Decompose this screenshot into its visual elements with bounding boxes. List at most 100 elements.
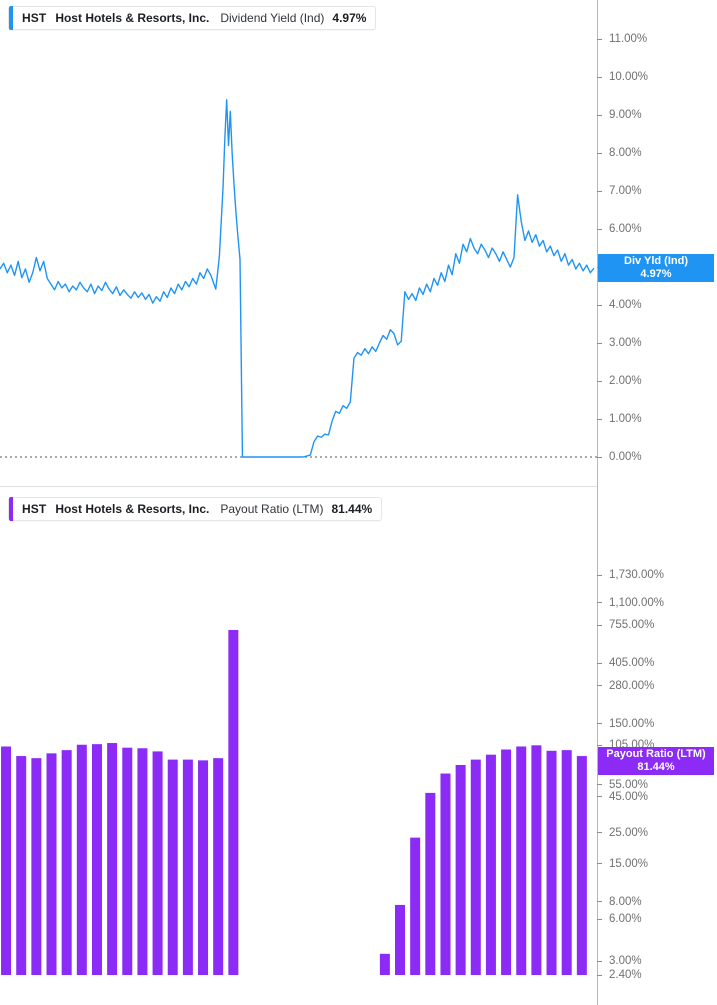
payout-ratio-bar[interactable] [16, 756, 27, 975]
axis-tick: 45.00% [597, 790, 648, 804]
tick-mark [597, 960, 602, 962]
payout-ratio-bar[interactable] [31, 758, 42, 975]
axis-tick: 3.00% [597, 954, 642, 968]
tick-mark [597, 784, 602, 786]
payout-ratio-value-badge: Payout Ratio (LTM) 81.44% [598, 746, 714, 775]
tick-label: 3.00% [609, 337, 642, 350]
payout-ratio-bar[interactable] [485, 754, 496, 975]
tick-label: 3.00% [609, 955, 642, 968]
axis-tick: 25.00% [597, 826, 648, 840]
tick-mark [597, 304, 602, 306]
payout-ratio-bar[interactable] [576, 756, 587, 975]
tick-label: 1.00% [609, 413, 642, 425]
payout-ratio-bar[interactable] [516, 746, 527, 975]
tick-label: 280.00% [609, 679, 655, 692]
payout-ratio-bar[interactable] [167, 759, 178, 975]
axis-tick: 1.00% [597, 412, 642, 426]
tick-mark [597, 380, 602, 382]
tick-mark [597, 796, 602, 798]
badge-value: 81.44% [637, 760, 675, 773]
legend-metric-value: 81.44% [331, 502, 373, 516]
axis-tick: 2.40% [597, 968, 642, 982]
tick-label: 405.00% [609, 657, 655, 670]
payout-ratio-bar[interactable] [213, 758, 224, 975]
axis-tick: 8.00% [597, 895, 642, 909]
payout-ratio-bar[interactable] [152, 751, 163, 975]
badge-value: 4.97% [640, 268, 672, 281]
payout-ratio-legend-chip[interactable]: HST Host Hotels & Resorts, Inc. Payout R… [8, 497, 383, 521]
tick-label: 755.00% [609, 619, 655, 632]
dividend-yield-plot [0, 0, 597, 487]
payout-ratio-bar[interactable] [561, 750, 572, 975]
payout-ratio-bar[interactable] [395, 904, 406, 975]
payout-ratio-bar[interactable] [379, 953, 390, 975]
payout-ratio-bar[interactable] [470, 759, 481, 975]
tick-mark [597, 574, 602, 576]
axis-tick: 11.00% [597, 32, 647, 46]
dividend-yield-svg [0, 99, 597, 458]
payout-ratio-bar[interactable] [546, 750, 557, 975]
payout-ratio-bar[interactable] [531, 745, 542, 975]
payout-ratio-bar[interactable] [107, 743, 118, 975]
badge-title: Payout Ratio (LTM) [606, 747, 706, 760]
legend-accent-bar [9, 497, 13, 521]
payout-ratio-svg [1, 630, 587, 975]
tick-mark [597, 76, 602, 78]
axis-line [597, 0, 598, 487]
tick-label: 10.00% [609, 71, 649, 84]
tick-mark [597, 662, 602, 664]
tick-label: 1,100.00% [609, 596, 664, 609]
axis-tick: 755.00% [597, 618, 654, 632]
legend-metric-label: Payout Ratio (LTM) [220, 502, 324, 516]
payout-ratio-bar[interactable] [410, 837, 421, 975]
axis-tick: 3.00% [597, 336, 642, 350]
payout-ratio-bar[interactable] [440, 773, 451, 975]
axis-tick: 1,100.00% [597, 596, 664, 610]
payout-ratio-bar[interactable] [122, 747, 133, 975]
tick-label: 8.00% [609, 895, 642, 908]
payout-ratio-bar[interactable] [76, 744, 87, 975]
axis-tick: 55.00% [597, 778, 648, 792]
tick-label: 25.00% [609, 826, 649, 839]
tick-mark [597, 152, 602, 154]
payout-ratio-bar[interactable] [228, 630, 239, 975]
axis-tick: 6.00% [597, 222, 642, 236]
tick-mark [597, 974, 602, 976]
panel-divider [0, 486, 597, 487]
legend-company-name: Host Hotels & Resorts, Inc. [55, 11, 210, 25]
axis-tick: 15.00% [597, 857, 648, 871]
payout-ratio-bar[interactable] [198, 760, 209, 975]
axis-tick: 9.00% [597, 108, 642, 122]
tick-mark [597, 832, 602, 834]
payout-ratio-bar[interactable] [46, 753, 57, 975]
tick-label: 55.00% [609, 778, 649, 791]
tick-label: 11.00% [609, 33, 648, 46]
tick-mark [597, 685, 602, 687]
tick-mark [597, 342, 602, 344]
dividend-yield-axis[interactable]: 0.00%1.00%2.00%3.00%4.00%5.00%6.00%7.00%… [597, 0, 717, 487]
payout-ratio-bar[interactable] [91, 744, 102, 975]
axis-tick: 6.00% [597, 912, 642, 926]
legend-ticker: HST [22, 502, 47, 516]
payout-ratio-bar[interactable] [182, 759, 193, 975]
tick-label: 150.00% [609, 717, 655, 730]
axis-tick: 0.00% [597, 450, 642, 464]
tick-mark [597, 901, 602, 903]
payout-ratio-bar[interactable] [455, 764, 466, 975]
payout-ratio-bar[interactable] [501, 749, 512, 975]
dividend-yield-panel: HST Host Hotels & Resorts, Inc. Dividend… [0, 0, 717, 487]
dividend-yield-legend-chip[interactable]: HST Host Hotels & Resorts, Inc. Dividend… [8, 6, 377, 30]
tick-mark [597, 456, 602, 458]
payout-ratio-bar[interactable] [1, 746, 12, 975]
legend-metric-label: Dividend Yield (Ind) [220, 11, 325, 25]
payout-ratio-bar[interactable] [137, 748, 148, 975]
tick-label: 7.00% [609, 185, 642, 198]
payout-ratio-bar[interactable] [425, 792, 436, 975]
dividend-yield-line [0, 99, 595, 458]
axis-tick: 8.00% [597, 146, 642, 160]
payout-ratio-axis[interactable]: 2.40% 3.00% 6.00% 8.00% 15.00% 25.00% 45.00% 55… [597, 487, 717, 1005]
payout-ratio-bar[interactable] [61, 750, 72, 975]
tick-mark [597, 744, 602, 746]
legend-company-name: Host Hotels & Resorts, Inc. [55, 502, 210, 516]
axis-tick: 2.00% [597, 374, 642, 388]
